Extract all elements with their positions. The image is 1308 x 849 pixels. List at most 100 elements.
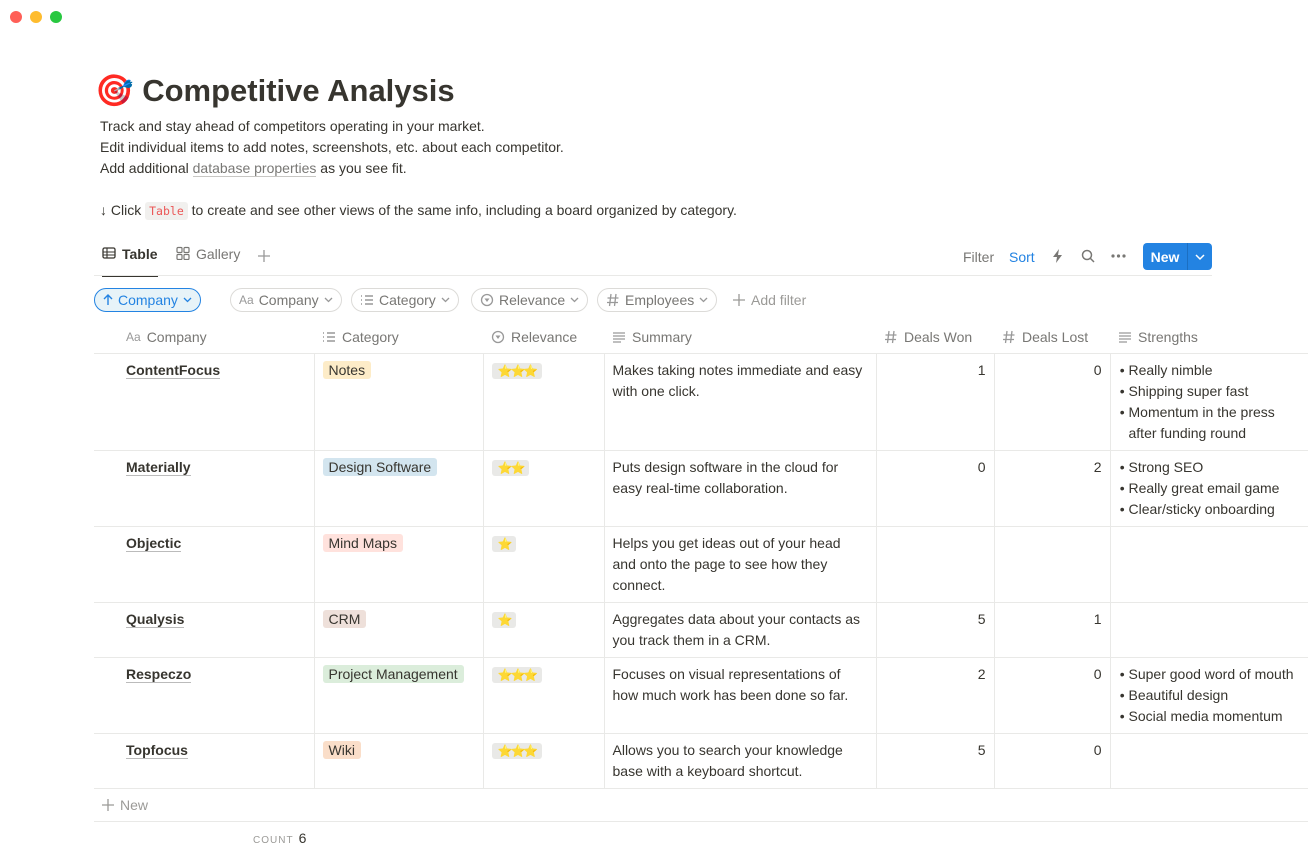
chevron-icon <box>441 297 450 303</box>
relevance-cell: ⭐⭐⭐ <box>482 733 605 789</box>
company-cell[interactable]: Qualysis <box>94 602 315 658</box>
view-tab[interactable]: Table <box>102 246 158 277</box>
deals-won-cell: 2 <box>875 657 995 734</box>
new-row[interactable]: New <box>94 789 1308 822</box>
filter-chip[interactable]: Employees <box>597 288 718 312</box>
filter-chip[interactable]: Category <box>351 288 459 312</box>
relevance-cell: ⭐⭐⭐ <box>482 353 605 451</box>
sort-button[interactable]: Sort <box>1009 249 1035 265</box>
filter-chip[interactable]: Relevance <box>471 288 589 312</box>
relevance-tag: ⭐⭐ <box>491 460 530 476</box>
deals-lost-cell: 0 <box>993 657 1111 734</box>
relevance-tag: ⭐⭐⭐ <box>491 667 543 683</box>
row: Qualysis CRM ⭐ Aggregates data about your c… <box>94 602 1308 658</box>
company-cell[interactable]: Topfocus <box>94 733 315 789</box>
column-name: Category <box>342 328 399 345</box>
page-icon: 🎯 <box>95 73 134 108</box>
column-header[interactable]: Relevance <box>483 320 604 354</box>
deals-won-cell: 5 <box>875 602 995 658</box>
hint: ↓ Click Table to create and see other vi… <box>100 200 737 222</box>
close[interactable] <box>10 11 22 23</box>
company-cell[interactable]: ContentFocus <box>94 353 315 451</box>
description-line: Edit individual items to add notes, scre… <box>100 139 564 155</box>
column-header[interactable]: Deals Lost <box>994 320 1110 354</box>
property-icon <box>884 330 898 344</box>
category-cell: Wiki <box>313 733 484 789</box>
icon <box>1119 331 1131 343</box>
add-filter[interactable]: Add filter <box>733 292 806 308</box>
column-name: Company <box>146 328 207 345</box>
plus-icon <box>102 799 114 811</box>
header-content: Deals Won <box>884 329 986 345</box>
sort-chip[interactable]: Company <box>94 288 201 312</box>
relevance-tag: ⭐ <box>491 612 517 628</box>
add-filter-label: Add filter <box>751 292 807 308</box>
property-icon <box>322 330 336 344</box>
column-header[interactable]: Category <box>314 320 483 354</box>
deals-lost-cell: 2 <box>993 450 1111 527</box>
database-table: Aa Company Category Relevance Summary Deals W… <box>94 320 1308 789</box>
strength: Really great email game <box>1129 478 1301 499</box>
column-name: Strengths <box>1138 328 1198 345</box>
row: Materially Design Software ⭐⭐ Puts design s… <box>94 450 1308 527</box>
search-button[interactable] <box>1081 249 1095 263</box>
row: ContentFocus Notes ⭐⭐⭐ Makes taking notes i… <box>94 353 1308 451</box>
category-tag: Mind Maps <box>322 534 403 552</box>
category-tag: Design Software <box>322 458 438 476</box>
property-icon <box>491 330 505 344</box>
summary-cell: Puts design software in the cloud for ea… <box>603 450 877 527</box>
header-content: Aa Company <box>126 329 306 345</box>
strength: Shipping super fast <box>1129 381 1301 402</box>
icon <box>102 247 116 259</box>
arrow-up <box>103 294 113 305</box>
chevron <box>183 297 192 303</box>
company: Materially <box>126 459 191 476</box>
column-header[interactable]: Deals Won <box>876 320 994 354</box>
company-cell[interactable]: Respeczo <box>94 657 315 734</box>
description: Track and stay ahead of competitors oper… <box>100 116 564 179</box>
column-name: Summary <box>632 328 692 345</box>
chevron-icon <box>699 297 708 303</box>
count-label: COUNT <box>253 835 294 846</box>
chevron <box>441 297 450 303</box>
strength: Momentum in the press after funding roun… <box>1129 402 1301 444</box>
column-header[interactable]: Summary <box>604 320 876 354</box>
link[interactable]: database properties <box>192 160 317 177</box>
deals-won-cell: 1 <box>875 353 995 451</box>
company: Qualysis <box>126 611 185 628</box>
summary-cell: Allows you to search your knowledge base… <box>603 733 877 789</box>
new-button[interactable]: New <box>1143 243 1212 270</box>
chip-label: Category <box>379 292 436 308</box>
column-header[interactable]: Strengths <box>1110 320 1308 354</box>
company-cell[interactable]: Materially <box>94 450 315 527</box>
description-line: Track and stay ahead of competitors oper… <box>100 118 485 134</box>
category-tag: Notes <box>322 361 372 379</box>
view-tab[interactable]: Gallery <box>176 246 240 275</box>
column-name: Relevance <box>511 328 578 345</box>
add-view[interactable] <box>257 249 271 263</box>
relevance-tag: ⭐⭐⭐ <box>491 363 543 379</box>
deals-lost-cell: 1 <box>993 602 1111 658</box>
inline-code: Table <box>145 202 188 220</box>
filter-chip[interactable]: Aa Company <box>230 288 342 312</box>
zoom[interactable] <box>50 11 62 23</box>
category-tag: CRM <box>322 610 367 628</box>
relevance-tag: ⭐ <box>491 536 517 552</box>
column-name: Deals Lost <box>1022 328 1089 345</box>
summary-cell: Focuses on visual representations of how… <box>603 657 877 734</box>
chevron <box>570 297 579 303</box>
column-header[interactable]: Aa Company <box>94 320 314 354</box>
deals-lost-cell: 0 <box>993 353 1111 451</box>
minimize[interactable] <box>30 11 42 23</box>
summary-cell: Aggregates data about your contacts as y… <box>603 602 877 658</box>
count: COUNT 6 <box>253 830 306 846</box>
text: ↓ Click <box>100 202 146 218</box>
automation-button[interactable] <box>1052 249 1064 263</box>
header-content: Summary <box>612 329 868 345</box>
company-cell[interactable]: Objectic <box>94 526 315 603</box>
filter-button[interactable]: Filter <box>963 249 995 265</box>
property-icon <box>176 246 190 260</box>
plus-icon <box>733 294 745 306</box>
new-menu[interactable] <box>1188 252 1212 262</box>
more-button[interactable] <box>1111 254 1126 258</box>
